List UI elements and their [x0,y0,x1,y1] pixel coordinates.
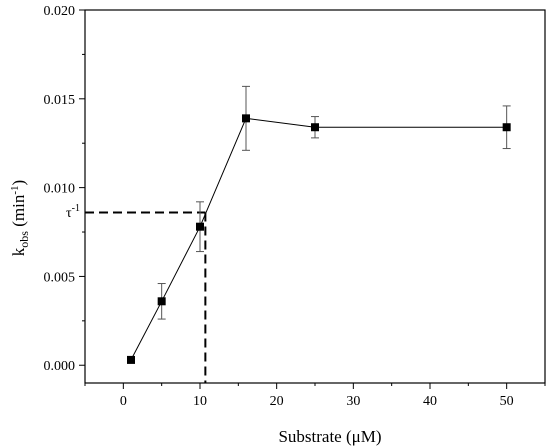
y-axis-title-unit: (min [9,194,28,231]
x-tick-label: 0 [120,394,127,409]
x-tick-label: 20 [270,394,284,409]
y-axis-title-unit-close: ) [9,180,28,186]
y-tick-label: 0.010 [44,182,76,197]
data-point [502,123,511,132]
data-point [311,123,319,132]
data-point [242,114,250,123]
x-tick-label: 50 [500,394,514,409]
x-tick-label: 40 [423,394,437,409]
tau-annotation: τ-1 [66,203,80,221]
x-tick-label: 30 [346,394,360,409]
ticks: 0 10 20 30 40 50 0.000 0.005 0.010 0.015 0.020 [44,4,546,409]
y-tick-label: 0.020 [44,4,76,19]
tau-annotation-label: τ [66,206,72,221]
y-axis-title: kobs (min-1) [9,180,31,256]
x-axis-title: Substrate (μM) [278,427,381,446]
y-tick-label: 0.005 [44,270,76,285]
data-point [157,297,166,306]
x-tick-label: 10 [193,394,207,409]
y-tick-label: 0.000 [44,359,76,374]
y-axis-title-unit-sup: -1 [9,185,21,194]
data-point [196,222,204,231]
plot-frame [84,9,546,384]
y-tick-label: 0.015 [44,93,76,108]
guides [85,211,207,383]
plot-border [84,9,546,384]
y-axis-title-main: k [9,247,28,256]
series [127,85,511,364]
tau-annotation-sup: -1 [72,203,80,214]
series-line [130,117,507,361]
y-axis-title-sub: obs [17,231,31,248]
data-point [127,355,135,364]
